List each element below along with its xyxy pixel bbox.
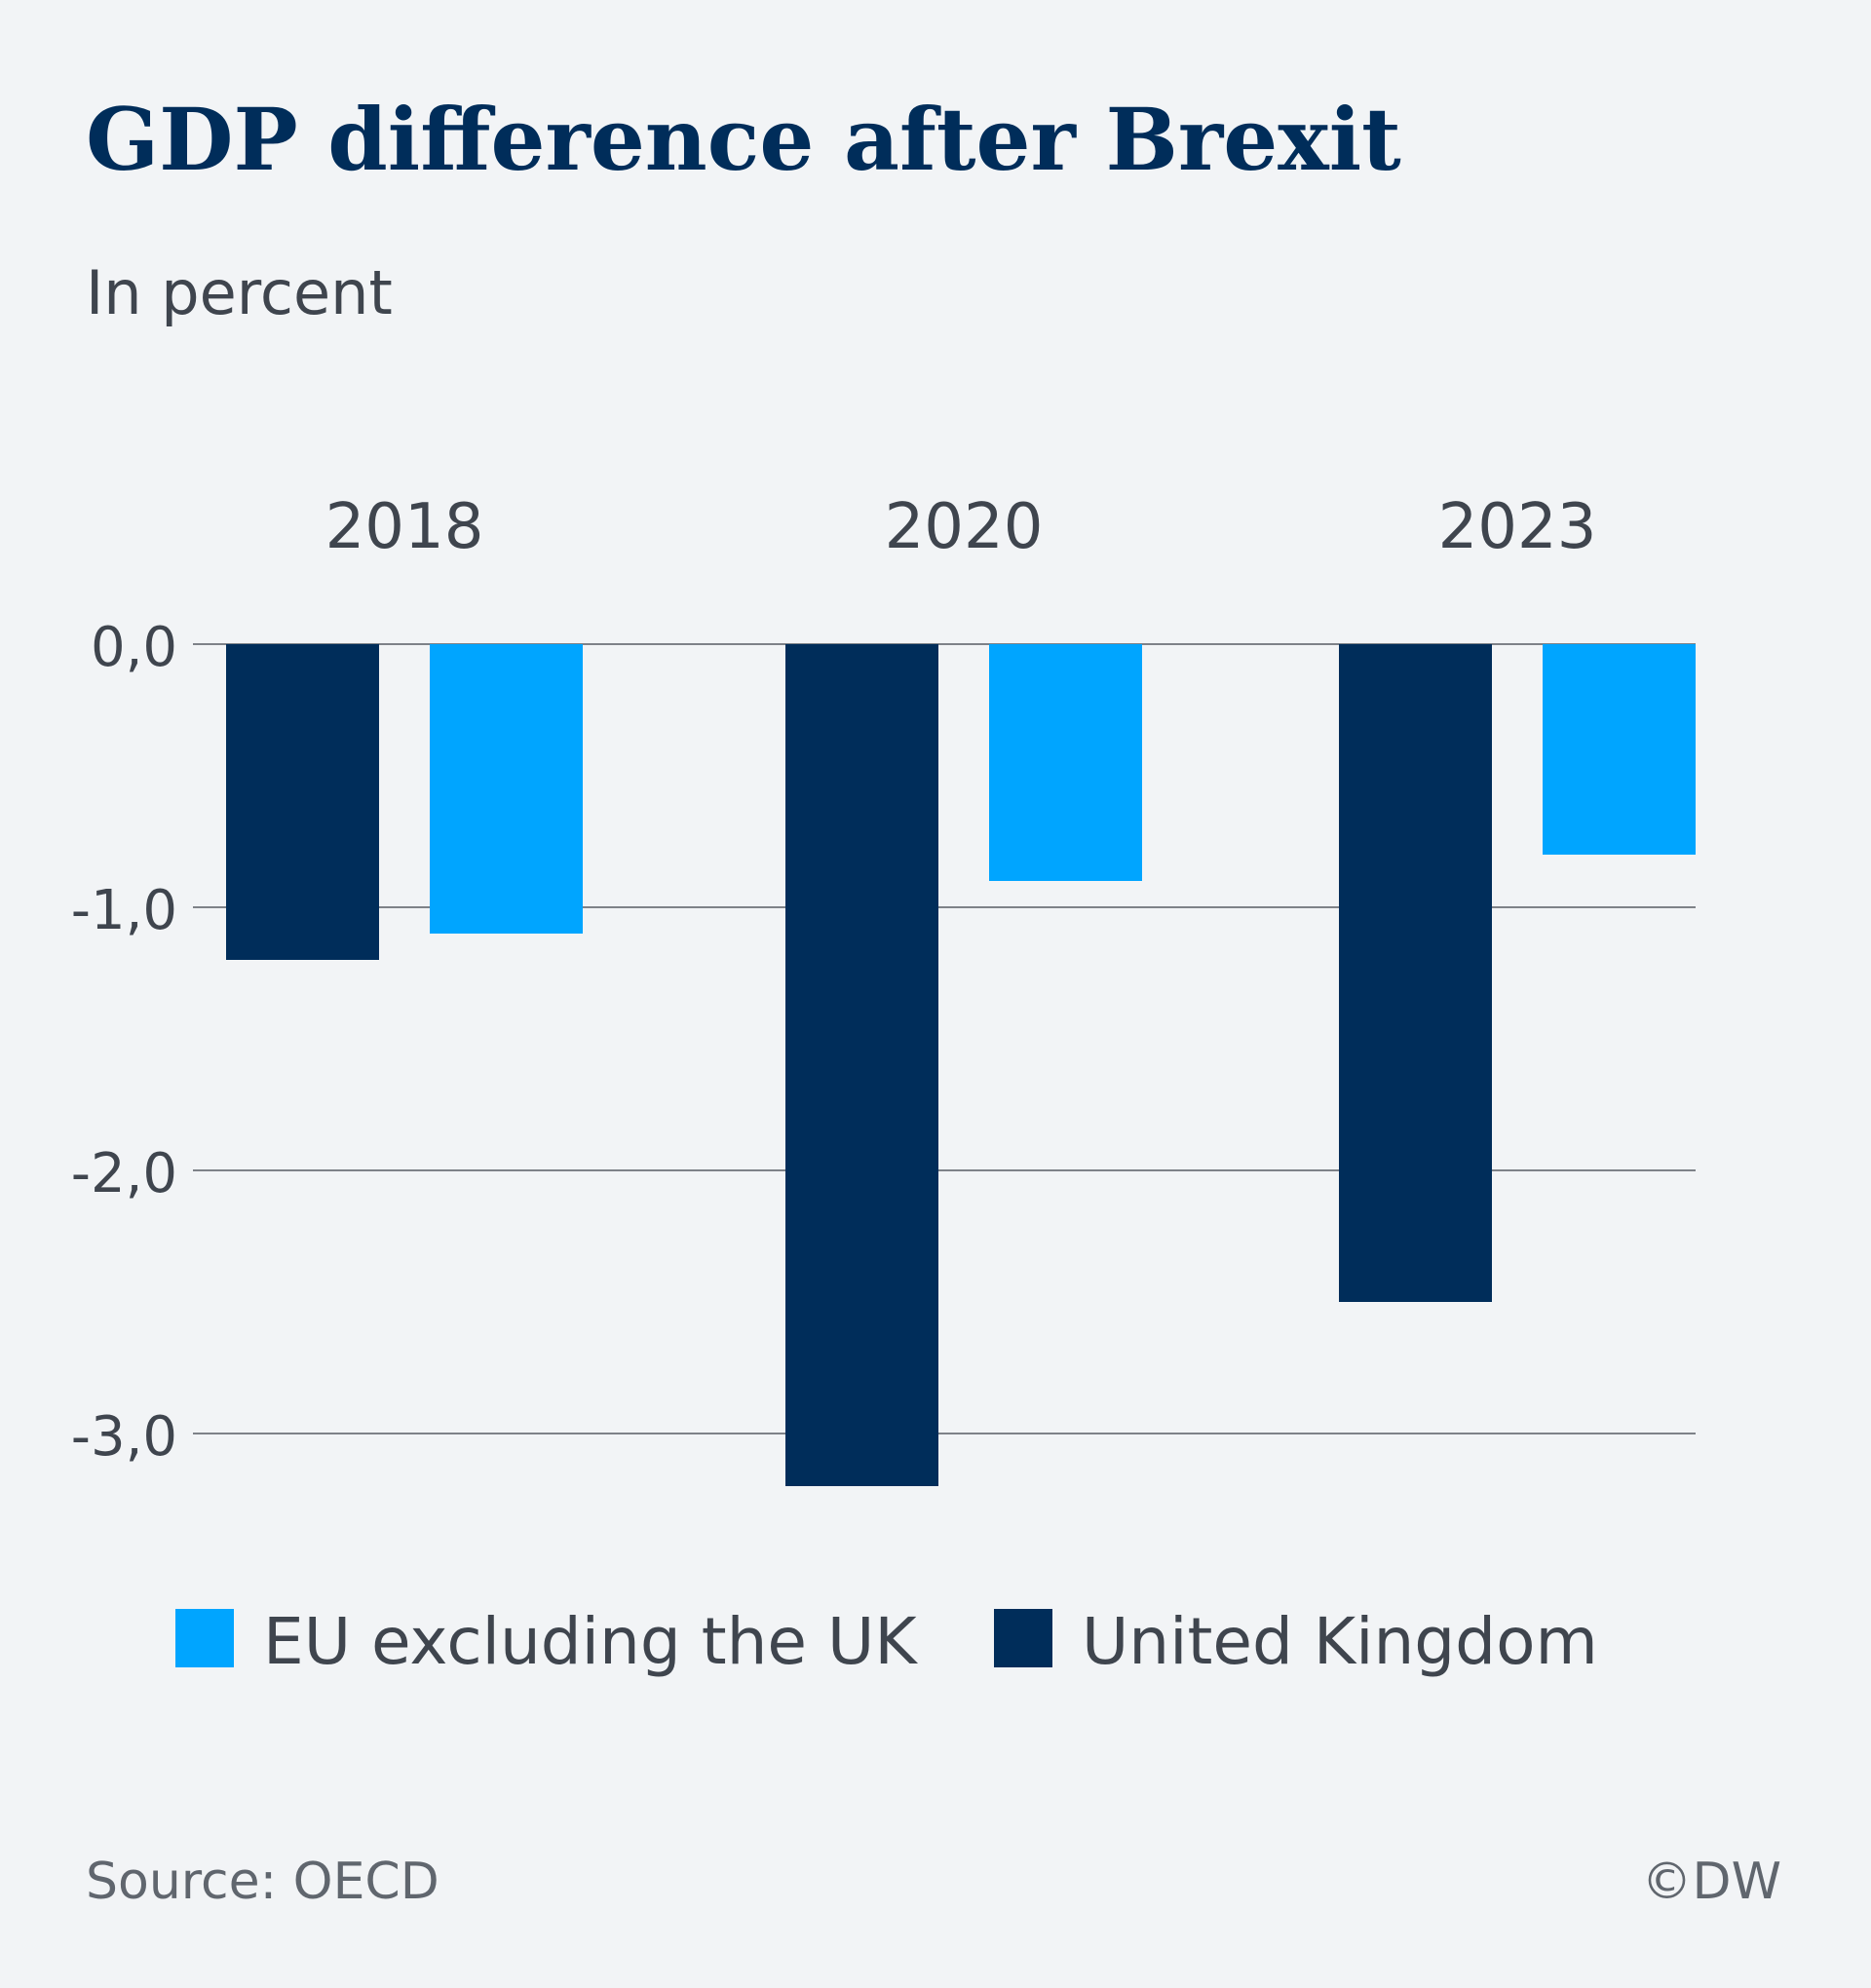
y-tick-label: 0,0 bbox=[91, 616, 177, 679]
legend-label: EU excluding the UK bbox=[263, 1604, 918, 1679]
y-tick-label: -3,0 bbox=[71, 1405, 177, 1469]
y-axis-ticks: 0,0 -1,0 -2,0 -3,0 bbox=[71, 616, 177, 1469]
chart-title: GDP difference after Brexit bbox=[86, 89, 1401, 190]
bar bbox=[989, 644, 1142, 881]
category-label: 2023 bbox=[1438, 491, 1597, 563]
category-labels: 2018 2020 2023 bbox=[325, 491, 1597, 563]
source-note: Source: OECD bbox=[86, 1853, 439, 1911]
y-tick-label: -2,0 bbox=[71, 1142, 177, 1205]
credit-note: ©DW bbox=[1642, 1853, 1781, 1911]
bar bbox=[1339, 644, 1492, 1302]
legend-label: United Kingdom bbox=[1082, 1604, 1598, 1679]
bar bbox=[226, 644, 379, 960]
legend-swatch bbox=[994, 1609, 1052, 1667]
bar bbox=[430, 644, 583, 934]
chart-subtitle: In percent bbox=[86, 257, 393, 328]
bar bbox=[785, 644, 938, 1486]
category-label: 2018 bbox=[325, 491, 484, 563]
legend-swatch bbox=[175, 1609, 234, 1667]
bars bbox=[226, 644, 1696, 1486]
bar bbox=[1543, 644, 1696, 855]
y-tick-label: -1,0 bbox=[71, 879, 177, 942]
category-label: 2020 bbox=[885, 491, 1044, 563]
legend: EU excluding the UK United Kingdom bbox=[175, 1604, 1598, 1679]
